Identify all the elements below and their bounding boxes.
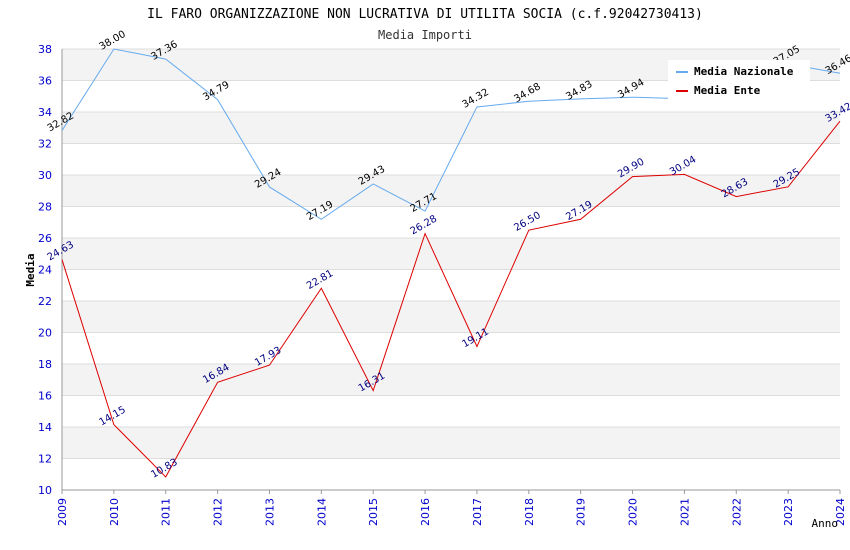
- y-tick-label: 30: [38, 169, 52, 182]
- y-tick-label: 34: [38, 106, 52, 119]
- legend: Media Nazionale Media Ente: [668, 60, 810, 102]
- y-tick-label: 22: [38, 295, 52, 308]
- x-tick-label: 2024: [834, 498, 847, 526]
- chart-subtitle: Media Importi: [378, 28, 472, 42]
- x-tick-label: 2013: [263, 498, 276, 526]
- y-tick-label: 10: [38, 484, 52, 497]
- x-axis-label: Anno: [812, 517, 839, 530]
- y-tick-label: 20: [38, 327, 52, 340]
- y-tick-label: 14: [38, 421, 52, 434]
- x-tick-label: 2021: [678, 498, 691, 526]
- x-tick-label: 2015: [367, 498, 380, 526]
- grid-band: [62, 332, 840, 364]
- grid-band: [62, 206, 840, 238]
- y-tick-label: 36: [38, 75, 52, 88]
- x-tick-label: 2016: [419, 498, 432, 526]
- y-tick-label: 32: [38, 138, 52, 151]
- x-tick-label: 2009: [56, 498, 69, 526]
- grid-band: [62, 238, 840, 270]
- legend-label-media-nazionale: Media Nazionale: [694, 65, 794, 78]
- x-tick-label: 2018: [523, 498, 536, 526]
- grid-band: [62, 301, 840, 333]
- grid-band: [62, 458, 840, 490]
- y-tick-label: 16: [38, 390, 52, 403]
- y-axis-label: Media: [24, 253, 37, 286]
- plot-frame: [61, 49, 840, 491]
- grid-band: [62, 395, 840, 427]
- grid-bands: [62, 48, 840, 491]
- x-tick-label: 2022: [730, 498, 743, 526]
- x-tick-label: 2011: [160, 498, 173, 526]
- grid-band: [62, 427, 840, 459]
- x-tick-label: 2023: [782, 498, 795, 526]
- grid-band: [62, 364, 840, 396]
- y-axis-ticks: 10 12 14 16 18 20 22 24 26 28 30 32 34 36 38: [38, 43, 52, 497]
- legend-label-media-ente: Media Ente: [694, 84, 761, 97]
- x-tick-label: 2012: [212, 498, 225, 526]
- y-tick-label: 12: [38, 453, 52, 466]
- series-line-media-ente: [61, 120, 841, 478]
- y-tick-label: 24: [38, 264, 52, 277]
- y-tick-label: 38: [38, 43, 52, 56]
- y-tick-label: 26: [38, 232, 52, 245]
- y-tick-label: 18: [38, 358, 52, 371]
- chart-title: IL FARO ORGANIZZAZIONE NON LUCRATIVA DI …: [147, 7, 703, 22]
- y-tick-label: 28: [38, 201, 52, 214]
- legend-box: [668, 60, 810, 102]
- x-tick-label: 2017: [471, 498, 484, 526]
- grid-band: [62, 112, 840, 144]
- grid-band: [62, 269, 840, 301]
- x-axis-ticks: 2009 2010 2011 2012 2013 2014 2015 2016 2017 2018…: [56, 490, 847, 526]
- grid-band: [62, 175, 840, 207]
- x-tick-label: 2019: [575, 498, 588, 526]
- x-tick-label: 2020: [627, 498, 640, 526]
- x-tick-label: 2010: [108, 498, 121, 526]
- x-tick-label: 2014: [315, 498, 328, 526]
